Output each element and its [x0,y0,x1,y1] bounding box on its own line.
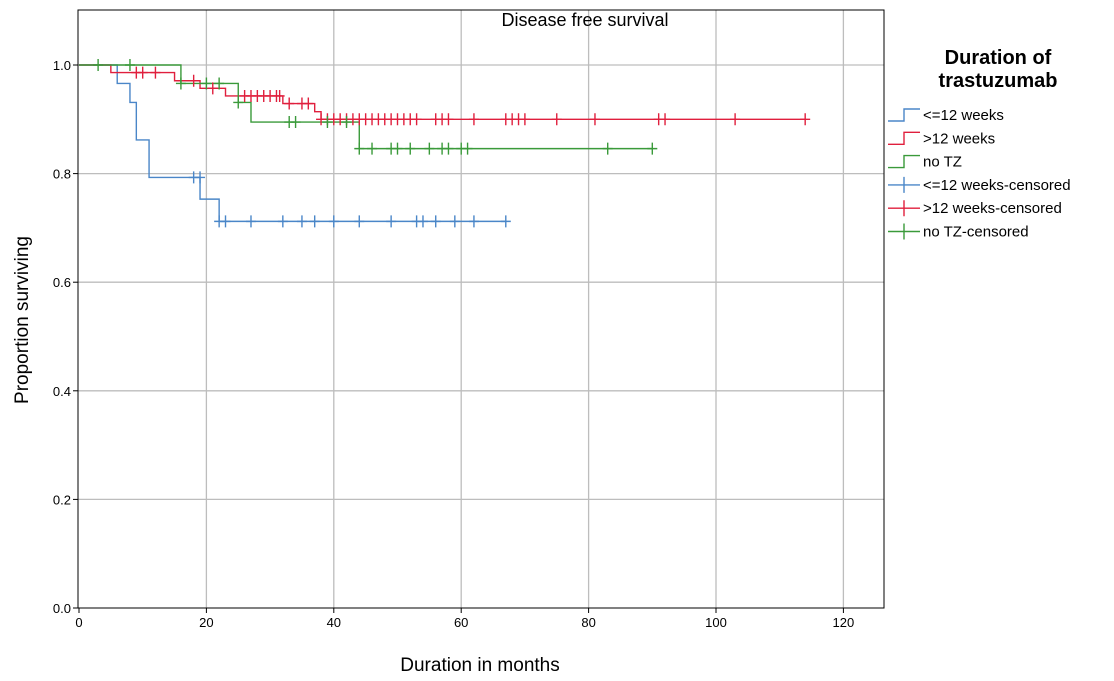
legend-entry-label: <=12 weeks [923,107,1004,124]
legend-entry-label: >12 weeks [923,130,995,147]
legend-censor-swatch [888,223,920,240]
censored-mark [424,142,435,155]
y-axis-title: Proportion surviving [12,236,33,404]
censored-mark [124,59,135,71]
censored-mark [233,96,244,109]
censored-mark [354,142,365,155]
legend-line-swatch [888,154,920,169]
legend-censor-swatch [888,200,920,217]
legend-entry-label: >12 weeks-censored [923,200,1062,217]
censored-mark [309,215,320,228]
censored-mark [660,113,671,126]
censored-mark [602,142,613,155]
censored-mark [443,142,454,155]
censored-mark [417,215,428,228]
censored-mark [589,113,600,126]
x-tick-label: 60 [454,615,468,630]
censored-mark [284,97,295,110]
x-tick-label: 0 [75,615,82,630]
x-tick-label: 20 [199,615,213,630]
censored-mark [411,113,422,126]
x-axis-title: Duration in months [400,655,559,676]
censored-mark [443,113,454,126]
censored-mark [800,113,811,126]
series-line-2 [79,64,653,150]
legend-line-swatch [888,131,920,145]
y-tick-label: 0.6 [53,275,71,290]
censored-mark [137,66,148,79]
censored-mark [290,116,301,129]
series-line-1 [79,64,806,120]
y-tick-label: 0.8 [53,167,71,182]
x-tick-label: 80 [581,615,595,630]
legend-line-swatch [888,108,920,122]
y-tick-label: 0.0 [53,601,71,616]
plot-frame [77,9,885,609]
censored-mark [274,89,285,102]
censored-mark [341,116,352,129]
censored-mark [214,77,225,90]
censored-mark [730,113,741,126]
censored-mark [303,97,314,110]
censored-mark [296,215,307,228]
censored-mark [93,59,104,71]
grid-lines [78,10,884,608]
censored-mark [207,82,218,95]
y-tick-label: 0.4 [53,384,71,399]
x-tick-label: 100 [705,615,727,630]
axes: 0 20 40 60 80 100 120 0.0 0.2 0.4 0.6 0.8 1.0 [53,58,854,630]
censored-mark [468,113,479,126]
censored-mark [201,77,212,90]
legend-entry-label: <=12 weeks-censored [923,177,1071,194]
censored-mark [188,74,199,87]
censored-mark [328,215,339,228]
chart-title: Disease free survival [501,10,668,30]
censored-mark [322,116,333,129]
legend: Duration of trastuzumab <=12 weeks >12 wee… [888,47,1071,241]
legend-censor-swatch [888,176,920,193]
censored-mark [647,142,658,155]
censored-mark [277,215,288,228]
censored-mark [175,77,186,90]
y-tick-label: 1.0 [53,58,71,73]
censored-mark [551,113,562,126]
censored-mark [405,142,416,155]
censored-mark [220,215,231,228]
censored-mark [462,142,473,155]
censored-mark [386,215,397,228]
legend-title: Duration of trastuzumab [939,47,1058,92]
censored-mark [150,66,161,79]
censored-marks [93,59,811,228]
censored-mark [449,215,460,228]
x-tick-label: 40 [327,615,341,630]
censored-mark [519,113,530,126]
legend-entry-label: no TZ [923,154,962,171]
censored-mark [430,215,441,228]
censored-mark [245,215,256,228]
y-tick-label: 0.2 [53,492,71,507]
censored-mark [500,215,511,228]
series-line-0 [79,64,506,223]
censored-mark [468,215,479,228]
censored-mark [354,215,365,228]
censored-mark [195,171,206,184]
censored-mark [392,142,403,155]
x-tick-label: 120 [833,615,855,630]
legend-entry-label: no TZ-censored [923,224,1029,241]
censored-mark [367,142,378,155]
